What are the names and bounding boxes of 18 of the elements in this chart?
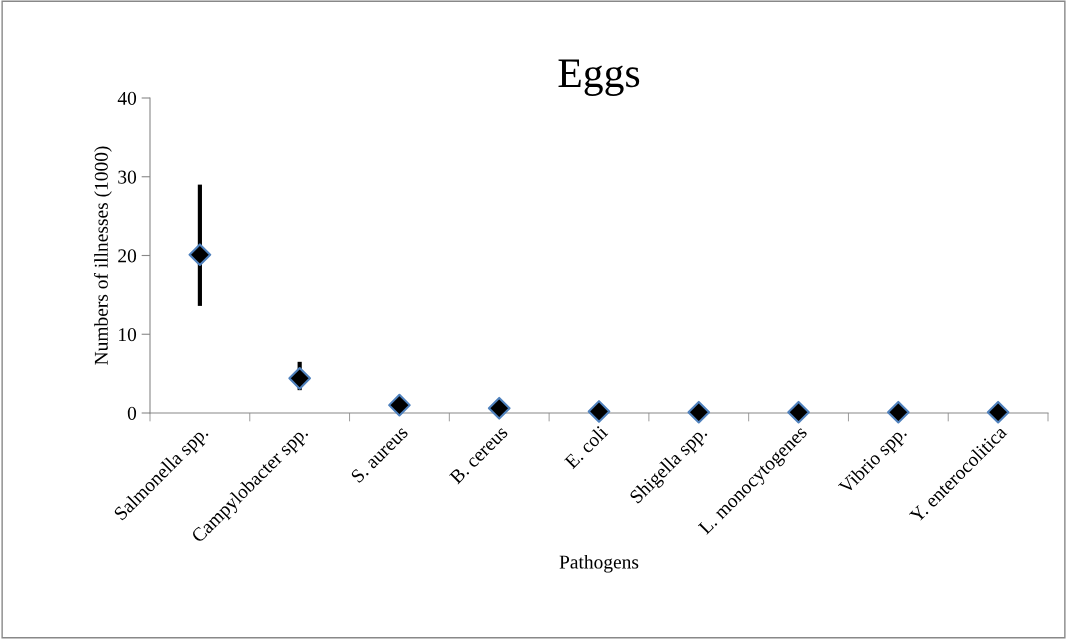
y-tick-label: 20 — [118, 249, 137, 263]
point — [986, 400, 1010, 424]
point — [787, 400, 810, 424]
x-tick-label: E. coli — [563, 424, 609, 470]
point — [886, 400, 910, 424]
y-tick-label: 40 — [117, 91, 137, 105]
x-axis-title: Pathogens — [559, 554, 639, 573]
chart-title: Eggs — [558, 59, 640, 96]
point — [288, 367, 312, 390]
point — [587, 400, 611, 423]
y-axis-title: Numbers of illnesses (1000) — [93, 146, 112, 365]
y-tick-label: 0 — [127, 406, 137, 420]
point — [388, 393, 411, 417]
y-tick-label: 30 — [118, 170, 137, 184]
y-tick-label: 10 — [119, 328, 137, 342]
point — [687, 400, 711, 424]
point — [487, 396, 511, 420]
point — [188, 243, 212, 267]
